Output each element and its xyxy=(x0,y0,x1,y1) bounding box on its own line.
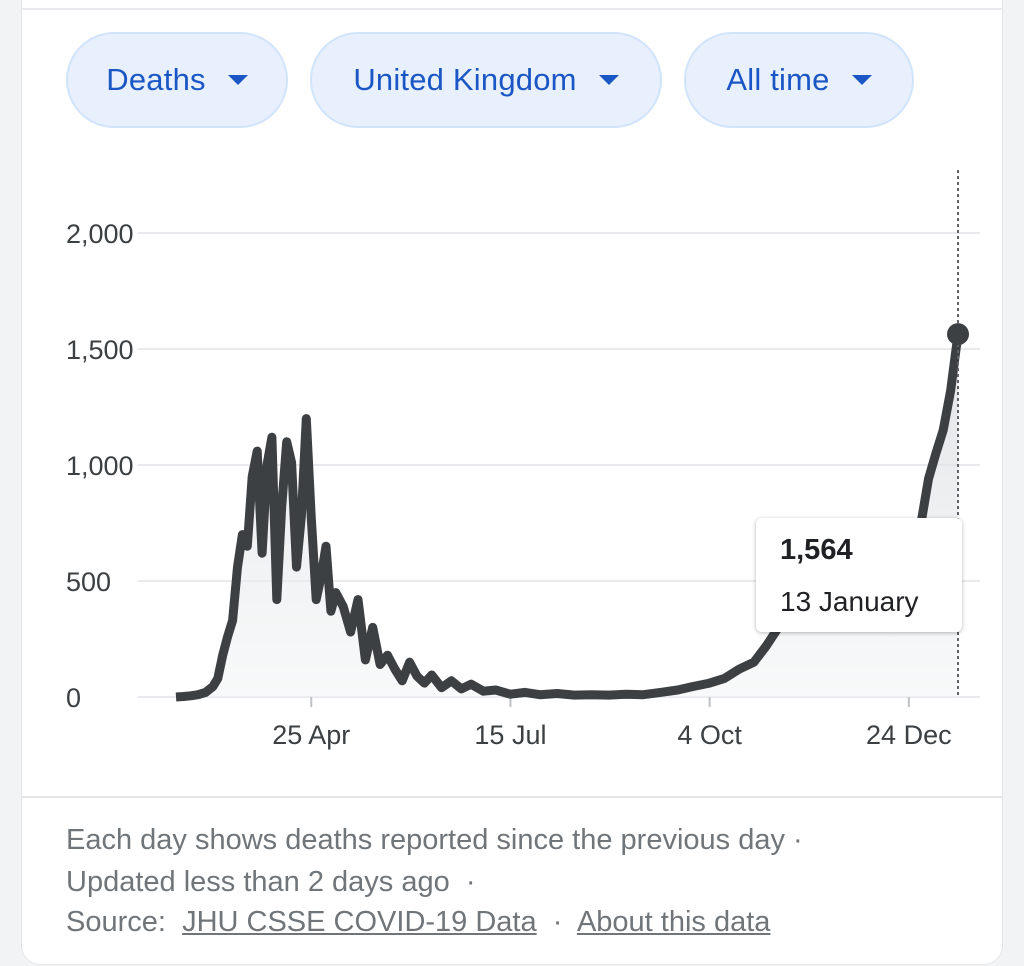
tooltip-value: 1,564 xyxy=(780,534,853,566)
y-tick-label: 0 xyxy=(66,683,81,713)
x-tick-label: 15 Jul xyxy=(474,720,546,750)
x-tick-label: 24 Dec xyxy=(866,720,952,750)
highlight-point[interactable] xyxy=(947,323,969,346)
x-tick-label: 25 Apr xyxy=(272,720,350,750)
x-tick-label: 4 Oct xyxy=(677,720,742,750)
separator-dot: · xyxy=(793,824,803,856)
about-data-link[interactable]: About this data xyxy=(576,906,771,938)
chart-tooltip: 1,564 13 January xyxy=(756,518,962,632)
chevron-down-icon xyxy=(598,75,619,85)
y-tick-label: 1,000 xyxy=(66,451,134,481)
footer-updated: Updated less than 2 days ago xyxy=(66,866,450,898)
region-dropdown-label: United Kingdom xyxy=(353,62,577,97)
footer-note: Each day shows deaths reported since the… xyxy=(66,824,785,856)
footer-source-label: Source: xyxy=(66,906,166,938)
series-area xyxy=(176,334,958,697)
region-dropdown[interactable]: United Kingdom xyxy=(310,32,662,128)
covid-chart-card xyxy=(22,0,1002,964)
separator-dot: · xyxy=(552,906,563,938)
footer-divider xyxy=(22,796,1002,798)
footer-source-line: Source: JHU CSSE COVID-19 Data · About t… xyxy=(66,906,770,939)
separator-dot: · xyxy=(465,866,476,898)
time-range-dropdown[interactable]: All time xyxy=(684,32,914,128)
source-link[interactable]: JHU CSSE COVID-19 Data xyxy=(182,906,537,938)
metric-dropdown[interactable]: Deaths xyxy=(66,32,288,128)
chevron-down-icon xyxy=(227,75,248,85)
time-range-dropdown-label: All time xyxy=(726,62,830,97)
y-tick-label: 1,500 xyxy=(66,335,134,365)
y-tick-label: 500 xyxy=(66,567,111,597)
deaths-area-chart[interactable]: 0 500 1,000 1,500 2,000 25 Apr 15 Jul 4 Oct 24 … xyxy=(0,0,1024,790)
footer-note-line: Each day shows deaths reported since the… xyxy=(66,824,803,857)
top-border xyxy=(22,8,1002,10)
metric-dropdown-label: Deaths xyxy=(106,62,206,97)
footer-updated-line: Updated less than 2 days ago · xyxy=(66,866,476,899)
y-tick-label: 2,000 xyxy=(66,219,134,249)
tooltip-date: 13 January xyxy=(780,586,919,617)
chevron-down-icon xyxy=(851,75,872,85)
